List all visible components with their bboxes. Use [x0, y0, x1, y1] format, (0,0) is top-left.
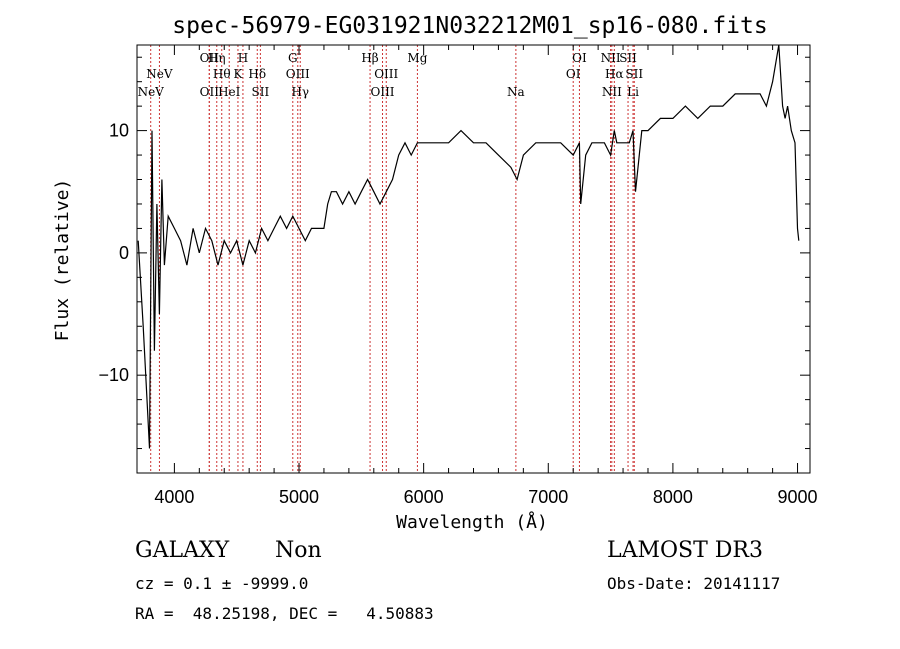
y-axis: −10 0 10 [98, 56, 810, 450]
emission-line-label: OII [200, 85, 220, 99]
emission-line-label: NeV [138, 85, 165, 99]
emission-line-label: Hθ [213, 67, 231, 81]
emission-line-label: OII [200, 51, 220, 65]
emission-line-label: Hβ [361, 51, 378, 65]
spectrum-line [137, 44, 800, 449]
emission-line-label: NII [602, 85, 622, 99]
x-tick-label: 7000 [528, 487, 568, 507]
emission-line-label: G [288, 51, 298, 65]
subclass: Non [275, 538, 322, 563]
emission-line-label: K [233, 67, 243, 81]
emission-line-label: SII [625, 67, 643, 81]
y-tick-label: 10 [109, 121, 129, 141]
emission-line-label: OI [566, 67, 581, 81]
emission-line-label: HeI [218, 85, 241, 99]
redshift-cz: cz = 0.1 ± -9999.0 [135, 574, 309, 593]
emission-line-label: OI [572, 51, 587, 65]
emission-line-label: Mg [407, 51, 427, 65]
emission-line-label: NeV [146, 67, 173, 81]
emission-line-label: Hη [208, 51, 226, 65]
x-axis: 4000 5000 6000 7000 8000 9000 [154, 45, 818, 507]
emission-line-label: Li [627, 85, 639, 99]
emission-line-label: Na [507, 85, 525, 99]
emission-line-label: Hγ [291, 85, 309, 99]
emission-line-labels: NeVNeVOIIOIIHηHθHeIKHHδSIIGOIIIHγHβOIIIO… [138, 51, 644, 99]
classification: GALAXY [135, 538, 230, 563]
y-axis-label: Flux (relative) [52, 179, 73, 342]
x-tick-label: 6000 [404, 487, 444, 507]
spectrum-chart: spec-56979-EG031921N032212M01_sp16-080.f… [52, 13, 818, 533]
emission-line-label: H [238, 51, 248, 65]
coordinates: RA = 48.25198, DEC = 4.50883 [135, 604, 434, 623]
x-axis-label: Wavelength (Å) [396, 511, 548, 533]
emission-line-label: SII [252, 85, 270, 99]
x-tick-label: 4000 [154, 487, 194, 507]
y-tick-label: −10 [98, 365, 129, 385]
chart-title: spec-56979-EG031921N032212M01_sp16-080.f… [172, 13, 767, 39]
emission-line-label: Hδ [248, 67, 266, 81]
emission-line-label: OIII [374, 67, 398, 81]
x-tick-label: 9000 [778, 487, 818, 507]
obs-date: Obs-Date: 20141117 [607, 574, 781, 593]
x-tick-label: 8000 [653, 487, 693, 507]
emission-line-label: SII [619, 51, 637, 65]
x-tick-label: 5000 [279, 487, 319, 507]
emission-line-label: OIII [370, 85, 394, 99]
emission-line-label: Hα [605, 67, 624, 81]
emission-line-markers [150, 45, 635, 473]
y-tick-label: 0 [119, 243, 129, 263]
emission-line-label: NII [601, 51, 621, 65]
survey-name: LAMOST DR3 [607, 538, 763, 563]
emission-line-label: OIII [286, 67, 310, 81]
